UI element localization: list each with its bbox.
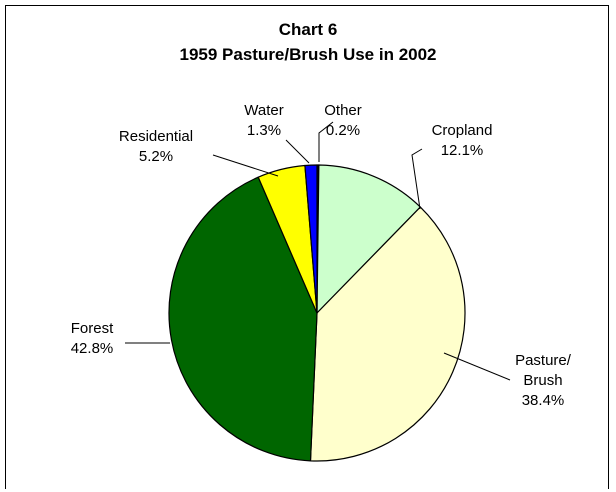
leader-line <box>212 154 279 177</box>
chart-subtitle: 1959 Pasture/Brush Use in 2002 <box>179 45 436 64</box>
slice-label: Forest 42.8% <box>71 320 114 357</box>
chart-title: Chart 6 <box>279 20 338 39</box>
slice-label: Pasture/Brush 38.4% <box>515 352 572 409</box>
leader-line <box>318 121 334 162</box>
pie-slice <box>309 206 466 462</box>
slice-name-label: Water <box>244 102 283 119</box>
pie-slices <box>168 164 466 462</box>
slice-name-label: Brush <box>523 372 562 389</box>
slice-label: Residential 5.2% <box>119 128 193 165</box>
pie-slice <box>168 176 318 462</box>
slice-value-label: 1.3% <box>247 122 281 139</box>
slice-labels: Other 0.2% Cropland 12.1% Pasture/Brush 38.4%… <box>71 102 572 409</box>
leader-line <box>443 352 511 381</box>
slice-name-label: Pasture/ <box>515 352 572 369</box>
slice-value-label: 12.1% <box>441 142 484 159</box>
leader-line <box>285 139 310 164</box>
slice-name-label: Forest <box>71 320 114 337</box>
slice-value-label: 0.2% <box>326 122 360 139</box>
leader-line <box>411 148 423 210</box>
slice-label: Cropland 12.1% <box>432 122 493 159</box>
slice-name-label: Residential <box>119 128 193 145</box>
slice-value-label: 42.8% <box>71 340 114 357</box>
pie-slice <box>304 164 318 314</box>
slice-name-label: Cropland <box>432 122 493 139</box>
slice-value-label: 5.2% <box>139 148 173 165</box>
pie-slice <box>316 164 421 314</box>
slice-label: Water 1.3% <box>244 102 283 139</box>
slice-name-label: Other <box>324 102 362 119</box>
slice-label: Other 0.2% <box>324 102 362 139</box>
slice-value-label: 38.4% <box>522 392 565 409</box>
leader-lines <box>125 121 511 381</box>
